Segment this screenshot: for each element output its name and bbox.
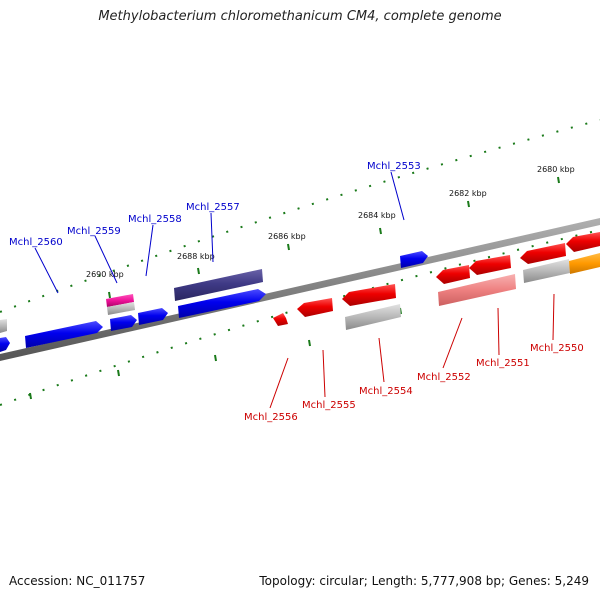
gene-arrow-2557-cds[interactable]: [174, 269, 263, 301]
genome-backbone: [0, 218, 600, 361]
gene-arrow-2552[interactable]: [438, 274, 516, 306]
gene-arrow-2551-cds[interactable]: [469, 255, 511, 275]
gene-label-2558[interactable]: Mchl_2558: [128, 214, 182, 225]
gene-arrow-2555[interactable]: [297, 298, 333, 317]
accession-text: Accession: NC_011757: [9, 574, 146, 588]
gene-label-2559[interactable]: Mchl_2559: [67, 226, 121, 237]
scale-label-2688: 2688 kbp: [177, 252, 215, 261]
gene-arrow-2552-cds[interactable]: [436, 265, 470, 284]
reverse-strand-features: [273, 232, 600, 330]
gene-label-2555[interactable]: Mchl_2555: [302, 400, 356, 411]
scale-label-2686: 2686 kbp: [268, 232, 306, 241]
gene-label-2556[interactable]: Mchl_2556: [244, 412, 298, 423]
reverse-label-leaders: [269, 293, 555, 409]
gene-label-2551[interactable]: Mchl_2551: [476, 358, 530, 369]
gene-label-2560[interactable]: Mchl_2560: [9, 237, 63, 248]
forward-label-leaders: [34, 171, 405, 294]
gene-arrow-2550-cds[interactable]: [520, 243, 566, 264]
scale-label-2684: 2684 kbp: [358, 211, 396, 220]
gene-arrow-2556[interactable]: [273, 313, 288, 326]
topology-summary: Topology: circular; Length: 5,777,908 bp…: [259, 574, 589, 588]
scale-label-2680: 2680 kbp: [537, 165, 575, 174]
outer-major-ticks: [108, 176, 560, 299]
gene-label-2552[interactable]: Mchl_2552: [417, 372, 471, 383]
gene-arrow-edge-left[interactable]: [0, 337, 10, 352]
gene-arrow-edge-right-orange[interactable]: [569, 253, 600, 274]
gene-arrow-2554-cds[interactable]: [342, 284, 396, 306]
scale-label-2690: 2690 kbp: [86, 270, 124, 279]
gene-label-2557[interactable]: Mchl_2557: [186, 202, 240, 213]
gene-edge-grey: [0, 319, 7, 333]
gene-label-2554[interactable]: Mchl_2554: [359, 386, 413, 397]
gene-arrow-2559[interactable]: [110, 315, 137, 331]
gene-arrow-2553[interactable]: [400, 251, 428, 268]
gene-arrow-2559-cds[interactable]: [106, 294, 134, 307]
gene-arrow-2559-grey[interactable]: [107, 302, 135, 315]
gene-arrow-2557[interactable]: [178, 289, 266, 318]
forward-strand-features: [0, 251, 428, 352]
gene-arrow-2558[interactable]: [138, 308, 168, 325]
gene-arrow-2554[interactable]: [345, 304, 401, 330]
gene-arrow-2550[interactable]: [523, 259, 570, 283]
scale-label-2682: 2682 kbp: [449, 189, 487, 198]
gene-arrow-edge-right-red[interactable]: [566, 232, 600, 252]
gene-arrow-2560[interactable]: [25, 321, 103, 348]
gene-label-2550[interactable]: Mchl_2550: [530, 343, 584, 354]
map-title: Methylobacterium chloromethanicum CM4, c…: [98, 9, 502, 24]
gene-label-2553[interactable]: Mchl_2553: [367, 161, 421, 172]
